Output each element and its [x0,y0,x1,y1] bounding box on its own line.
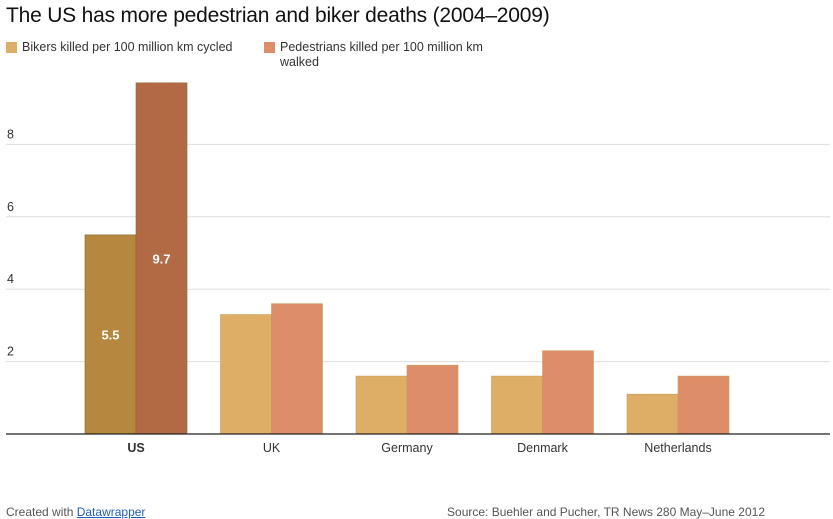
y-tick-label-6: 6 [7,200,14,214]
x-tick-label-uk: UK [263,441,281,455]
bar-netherlands-series-0 [626,393,679,435]
source-note: Source: Buehler and Pucher, TR News 280 … [447,505,765,519]
legend-item-pedestrians: Pedestrians killed per 100 million km wa… [264,40,515,70]
legend-swatch-pedestrians [264,42,275,53]
x-tick-label-us: US [127,441,144,455]
bar-uk-series-1 [271,303,323,435]
data-label-us-series-1: 9.7 [152,251,170,266]
chart-title: The US has more pedestrian and biker dea… [6,4,550,27]
legend: Bikers killed per 100 million km cycled … [0,40,833,74]
bar-denmark-series-1 [542,350,594,435]
data-label-us-series-0: 5.5 [101,327,119,342]
bar-uk-series-0 [220,314,272,435]
bar-netherlands-series-1 [677,375,730,435]
x-tick-label-denmark: Denmark [517,441,568,455]
x-tick-label-netherlands: Netherlands [644,441,711,455]
created-with-text: Created with [6,505,74,519]
bar-us-series-1 [135,82,188,435]
bar-chart: 2 4 6 8 5.5 9.7 US UK Germany Denmark Netherlands [6,82,830,455]
bar-us-series-0 [84,234,137,435]
bar-denmark-series-0 [491,375,543,435]
legend-label-bikers: Bikers killed per 100 million km cycled [22,40,233,54]
legend-item-bikers: Bikers killed per 100 million km cycled [6,40,257,55]
legend-label-pedestrians: Pedestrians killed per 100 million km wa… [280,40,483,69]
bar-germany-series-1 [406,364,459,435]
datawrapper-link[interactable]: Datawrapper [76,505,146,519]
y-tick-label-4: 4 [7,272,14,286]
y-tick-label-8: 8 [7,127,14,141]
y-tick-label-2: 2 [7,345,14,359]
bar-germany-series-0 [355,375,408,435]
x-tick-label-germany: Germany [381,441,433,455]
footer-credit: Created with Datawrapper [6,505,145,519]
legend-swatch-bikers [6,42,17,53]
